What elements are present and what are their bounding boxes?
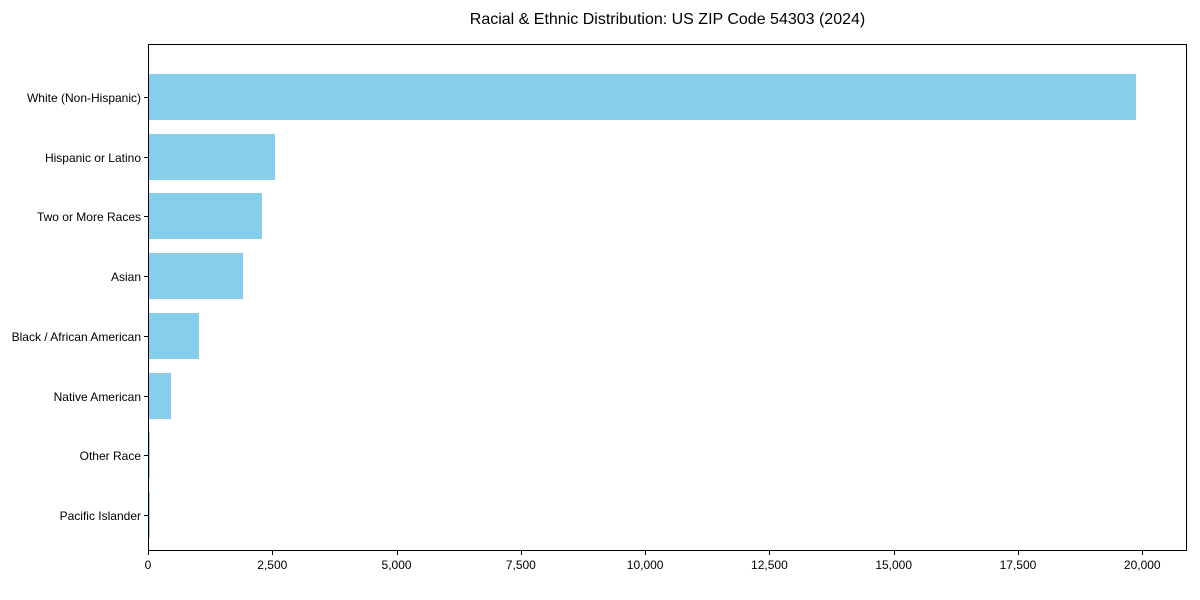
y-tick-label: Native American [53, 389, 141, 404]
x-tick-label: 15,000 [875, 558, 913, 572]
bar [149, 133, 276, 180]
x-tick-label: 0 [144, 558, 152, 572]
x-tick-label: 7,500 [505, 558, 536, 572]
y-tick-label: Asian [110, 270, 141, 285]
chart-title: Racial & Ethnic Distribution: US ZIP Cod… [469, 11, 866, 28]
bar [149, 312, 200, 359]
x-tick-mark [769, 551, 771, 555]
x-tick-mark [520, 551, 522, 555]
x-tick-mark [272, 551, 274, 555]
y-tick-label: White (Non-Hispanic) [26, 91, 141, 105]
y-tick-mark [144, 395, 148, 397]
x-tick-mark [396, 551, 398, 555]
x-tick-label: 10,000 [626, 558, 664, 572]
y-tick-mark [144, 335, 148, 337]
x-tick-label: 5,000 [381, 558, 412, 572]
bar [149, 74, 1137, 120]
y-tick-mark [144, 216, 148, 218]
x-tick-mark [893, 551, 895, 555]
bar [149, 432, 150, 479]
x-tick-mark [645, 551, 647, 555]
plot-area [148, 44, 1187, 551]
x-tick-mark [1142, 551, 1144, 555]
bar [149, 372, 172, 419]
bar [149, 193, 263, 240]
y-tick-label: Other Race [79, 449, 141, 464]
x-tick-label: 2,500 [257, 558, 288, 572]
x-tick-mark [1017, 551, 1019, 555]
y-tick-label: Pacific Islander [59, 508, 141, 523]
y-tick-mark [144, 455, 148, 457]
x-tick-mark [148, 551, 149, 555]
y-tick-mark [144, 276, 148, 278]
x-tick-label: 12,500 [751, 558, 788, 572]
y-tick-mark [144, 156, 148, 158]
y-tick-label: Two or More Races [36, 210, 141, 225]
y-tick-label: Hispanic or Latino [44, 150, 141, 165]
y-tick-label: Black / African American [11, 329, 141, 344]
x-tick-label: 20,000 [1123, 558, 1161, 572]
bar [149, 253, 243, 300]
y-tick-mark [144, 97, 148, 98]
y-tick-mark [144, 514, 148, 516]
x-tick-label: 17,500 [999, 558, 1037, 572]
